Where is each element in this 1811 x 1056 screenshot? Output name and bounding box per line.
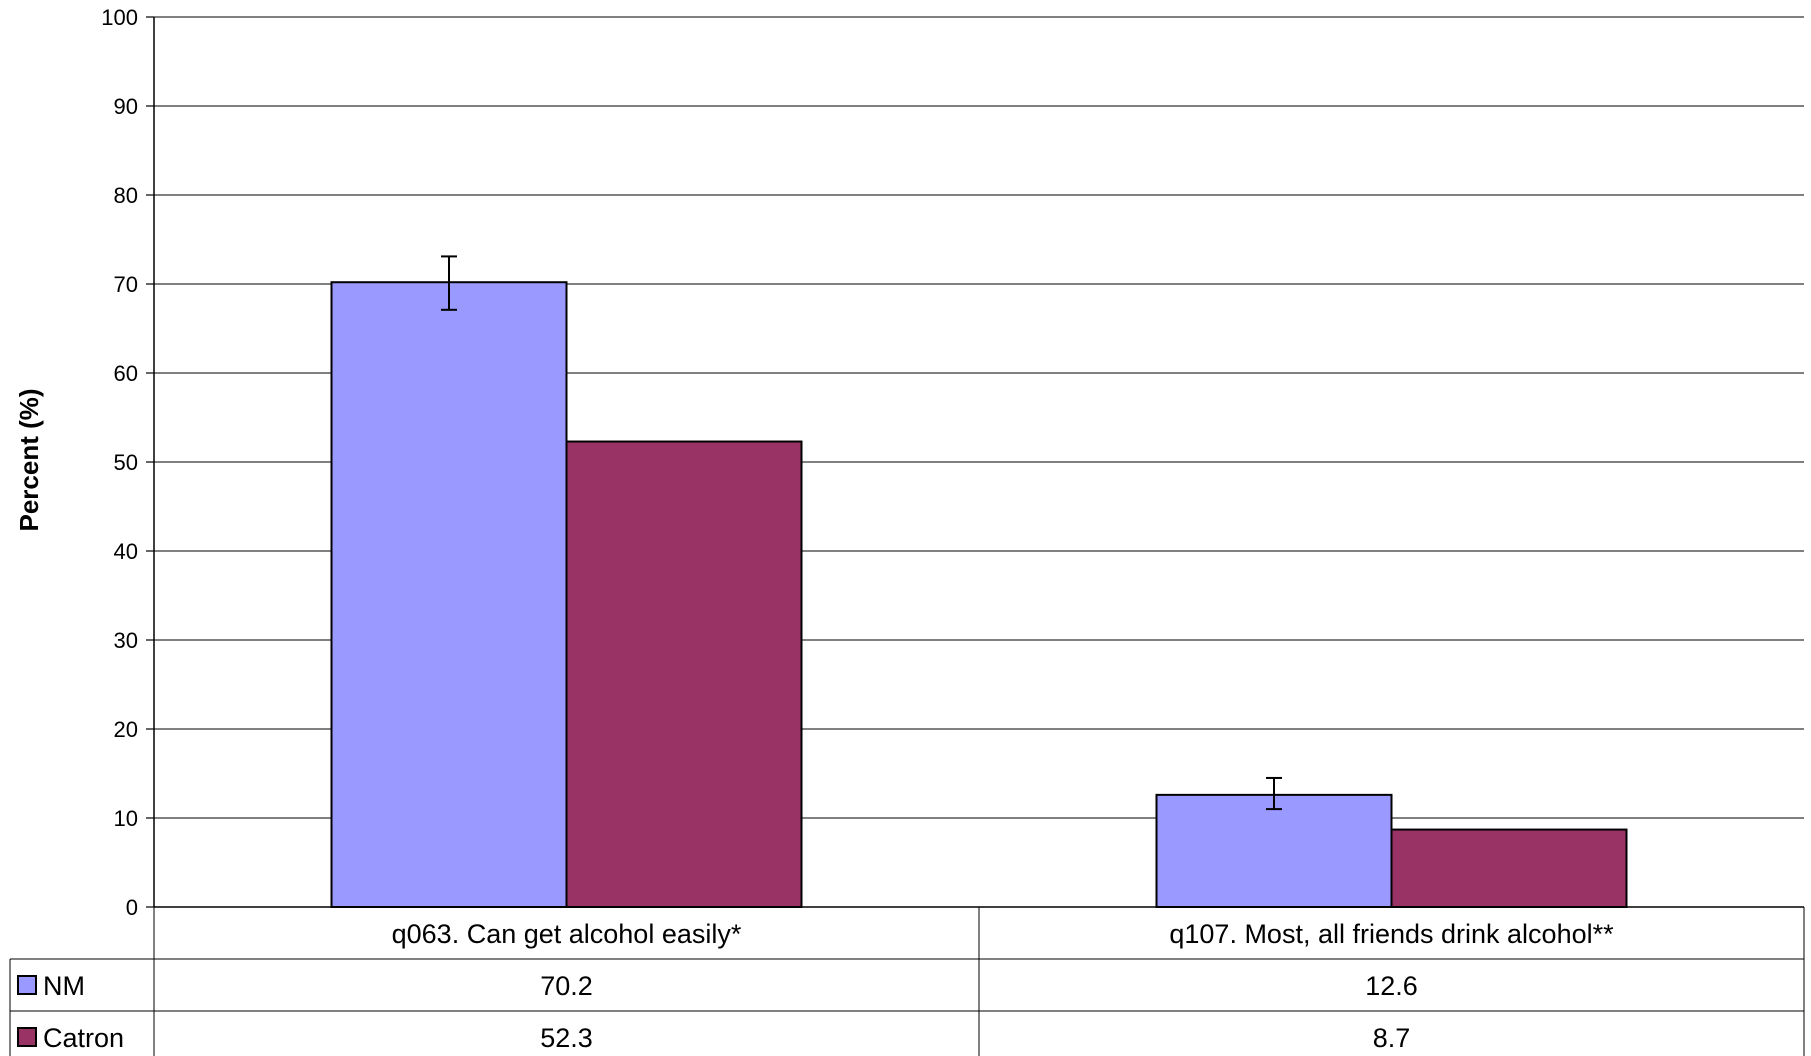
- bar-nm-1: [330, 281, 568, 909]
- legend-swatch-catron: [17, 1027, 37, 1047]
- data-label-catron-2: 8.7: [1373, 1023, 1411, 1053]
- error-bar-nm-2: [1266, 776, 1282, 811]
- y-tick-label: 50: [114, 450, 138, 475]
- y-tick-label: 60: [114, 361, 138, 386]
- data-table: q063. Can get alcohol easily* q107. Most,…: [9, 907, 1805, 1056]
- error-bars: [441, 255, 1282, 811]
- y-tick-label: 80: [114, 183, 138, 208]
- legend-label-nm: NM: [43, 971, 85, 1001]
- y-tick-label: 90: [114, 94, 138, 119]
- y-tick-label: 0: [126, 895, 138, 920]
- data-label-nm-1: 70.2: [540, 971, 593, 1001]
- bar-nm-2: [1155, 793, 1393, 908]
- bar-catron-2: [1390, 828, 1628, 909]
- data-label-nm-2: 12.6: [1365, 971, 1418, 1001]
- error-bar-nm-1: [441, 255, 457, 311]
- bar-catron-1: [565, 440, 803, 908]
- bars: [330, 281, 1628, 909]
- category-label: q063. Can get alcohol easily*: [392, 919, 742, 949]
- y-axis-label: Percent (%): [14, 388, 44, 531]
- category-label: q107. Most, all friends drink alcohol**: [1169, 919, 1614, 949]
- data-label-catron-1: 52.3: [540, 1023, 593, 1053]
- y-tick-label: 100: [101, 5, 138, 30]
- y-tick-label: 40: [114, 539, 138, 564]
- y-axis-ticks: 0 10 20 30 40 50 60 70 80 90 100: [101, 5, 154, 920]
- legend-label-catron: Catron: [43, 1023, 124, 1053]
- y-tick-label: 10: [114, 806, 138, 831]
- legend-swatch-nm: [17, 975, 37, 995]
- y-tick-label: 20: [114, 717, 138, 742]
- y-tick-label: 30: [114, 628, 138, 653]
- y-tick-label: 70: [114, 272, 138, 297]
